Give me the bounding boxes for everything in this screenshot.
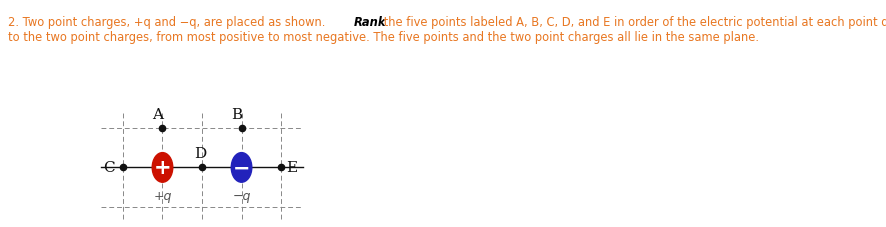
- Text: 2. Two point charges, +q and −q, are placed as shown.: 2. Two point charges, +q and −q, are pla…: [8, 16, 329, 29]
- Ellipse shape: [152, 153, 173, 183]
- Text: +q: +q: [153, 189, 172, 202]
- Ellipse shape: [231, 153, 252, 183]
- Text: A: A: [152, 107, 163, 121]
- Text: to the two point charges, from most positive to most negative. The five points a: to the two point charges, from most posi…: [8, 31, 759, 44]
- Text: +: +: [153, 158, 171, 178]
- Text: −: −: [233, 158, 250, 178]
- Text: B: B: [231, 107, 243, 121]
- Text: −q: −q: [232, 189, 251, 202]
- Text: C: C: [103, 161, 114, 175]
- Text: Rank: Rank: [354, 16, 386, 29]
- Text: D: D: [194, 147, 206, 160]
- Text: E: E: [286, 161, 297, 175]
- Text: the five points labeled A, B, C, D, and E in order of the electric potential at : the five points labeled A, B, C, D, and …: [380, 16, 886, 29]
